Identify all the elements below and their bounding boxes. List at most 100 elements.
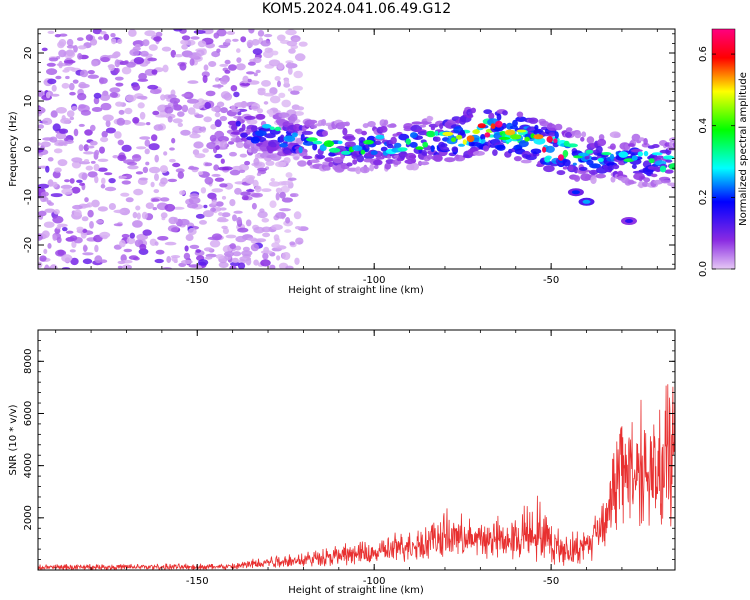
heatmap-cell: [137, 102, 145, 109]
heatmap-cell: [218, 212, 223, 216]
heatmap-cell: [466, 135, 475, 143]
heatmap-cell: [177, 122, 183, 127]
heatmap-cell: [76, 179, 83, 183]
heatmap-cell: [337, 140, 343, 145]
heatmap-cell: [114, 59, 121, 68]
heatmap-cell: [295, 237, 304, 245]
heatmap-cell: [253, 157, 260, 166]
heatmap-cell: [180, 39, 189, 45]
heatmap-cell: [458, 143, 465, 147]
heatmap-cell: [528, 117, 539, 124]
heatmap-cell: [69, 91, 76, 96]
heatmap-cell: [544, 156, 551, 163]
heatmap-cell: [172, 206, 185, 210]
heatmap-cell: [636, 140, 642, 144]
heatmap-cell: [257, 211, 268, 219]
heatmap-cell: [312, 140, 323, 145]
heatmap-cell: [78, 123, 85, 127]
heatmap-cell: [342, 127, 348, 136]
heatmap-cell: [236, 216, 242, 225]
heatmap-cell: [73, 128, 79, 137]
heatmap-cell: [141, 211, 148, 220]
heatmap-cell: [52, 234, 57, 241]
heatmap-cell: [63, 59, 76, 64]
heatmap-cell: [664, 169, 674, 174]
heatmap-cell: [155, 31, 163, 37]
heatmap-cell: [139, 111, 146, 120]
heatmap-cell: [545, 145, 555, 153]
heatmap-cell: [55, 132, 67, 140]
heatmap-cell: [513, 156, 522, 162]
heatmap-cell: [173, 29, 183, 32]
heatmap-cell: [38, 106, 46, 114]
heatmap-cell: [177, 111, 185, 117]
heatmap-cell: [140, 50, 149, 57]
heatmap-cell: [219, 63, 229, 67]
heatmap-cell: [164, 203, 176, 212]
heatmap-cell: [568, 165, 574, 171]
heatmap-cell: [275, 187, 282, 194]
y-tick-label: 6000: [23, 401, 34, 426]
heatmap-cell: [93, 163, 100, 171]
heatmap-cell: [240, 101, 248, 109]
heatmap-cell: [355, 166, 362, 175]
heatmap-cell: [171, 137, 176, 144]
heatmap-cell: [580, 136, 585, 142]
heatmap-cell: [488, 112, 495, 120]
heatmap-cell: [157, 236, 169, 241]
heatmap-cell: [211, 188, 224, 193]
heatmap-cell: [237, 227, 249, 233]
heatmap-cell: [187, 107, 196, 115]
heatmap-cell: [556, 170, 566, 176]
heatmap-cell: [160, 197, 170, 202]
heatmap-cell: [477, 123, 486, 129]
heatmap-cell: [139, 243, 147, 251]
heatmap-cell: [250, 243, 259, 252]
heatmap-cell: [268, 181, 281, 187]
heatmap-cell: [138, 177, 149, 181]
heatmap-cell: [114, 131, 122, 139]
heatmap-cell: [223, 251, 235, 257]
heatmap-cell: [268, 109, 274, 118]
heatmap-cell: [95, 219, 104, 224]
y-tick-label: -10: [23, 189, 34, 205]
heatmap-cell: [169, 158, 176, 163]
heatmap-cell: [263, 101, 269, 105]
heatmap-cell: [229, 169, 241, 176]
heatmap-cell: [207, 236, 219, 240]
heatmap-cell: [386, 123, 397, 128]
bottom-axis-ticks: -150 -100 -50 2000 4000 6000 8000: [23, 330, 675, 587]
heatmap-cell: [61, 115, 66, 121]
heatmap-cell: [665, 159, 673, 163]
heatmap-cell: [596, 145, 603, 154]
heatmap-cell: [240, 36, 247, 43]
heatmap-cell: [94, 255, 103, 264]
heatmap-cell: [164, 241, 177, 246]
heatmap-cell: [631, 155, 638, 161]
heatmap-cell: [187, 98, 199, 104]
heatmap-cell: [66, 110, 75, 118]
heatmap-cell: [55, 75, 62, 80]
heatmap-cell: [419, 124, 427, 128]
heatmap-cell: [115, 101, 124, 107]
heatmap-cell: [316, 154, 326, 159]
heatmap-cell: [125, 197, 134, 203]
heatmap-cell: [627, 143, 635, 147]
heatmap-cell: [589, 163, 601, 169]
heatmap-cell: [375, 134, 385, 140]
colorbar-label: Normalized spectral amplitude: [738, 72, 749, 226]
heatmap-cell: [484, 132, 491, 138]
heatmap-cell: [181, 259, 193, 265]
heatmap-cell: [117, 265, 123, 269]
heatmap-cell: [87, 74, 100, 79]
heatmap-cell: [76, 226, 84, 232]
heatmap-cell: [126, 61, 136, 68]
heatmap-cell: [159, 165, 168, 174]
heatmap-cell: [643, 177, 651, 183]
heatmap-cell: [287, 177, 297, 181]
heatmap-cell: [287, 67, 293, 75]
heatmap-cell: [631, 164, 637, 170]
heatmap-cell: [56, 226, 62, 230]
